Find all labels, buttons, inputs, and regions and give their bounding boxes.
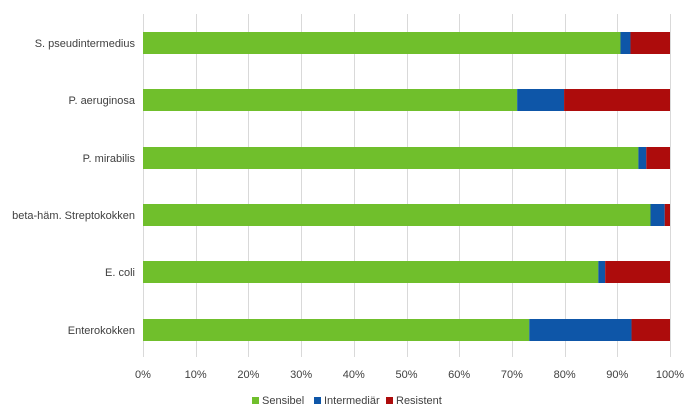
bar-segment-sensibel	[143, 204, 651, 226]
category-label: beta-häm. Streptokokken	[12, 210, 135, 222]
gridlines	[143, 14, 671, 357]
category-label: P. mirabilis	[83, 153, 136, 165]
bar-segment-resistent	[631, 319, 670, 341]
legend: Sensibel Intermediär Resistent	[252, 395, 442, 407]
x-axis-tick-labels: 0% 10% 20% 30% 40% 50% 60% 70% 80% 90% 100%	[135, 369, 684, 381]
x-tick-label: 100%	[656, 369, 684, 381]
legend-item-resistent: Resistent	[386, 395, 442, 407]
legend-swatch	[386, 397, 393, 404]
bar-segment-intermedi-r	[517, 89, 565, 111]
bar-segment-intermedi-r	[598, 261, 606, 283]
legend-item-sensibel: Sensibel	[252, 395, 304, 407]
x-tick-label: 70%	[501, 369, 523, 381]
bar-segment-intermedi-r	[620, 32, 631, 54]
legend-item-intermedi-r: Intermediär	[314, 395, 380, 407]
category-label: S. pseudintermedius	[35, 38, 136, 50]
bar-segment-intermedi-r	[650, 204, 665, 226]
bar-segment-intermedi-r	[638, 147, 647, 169]
bar-segment-resistent	[646, 147, 670, 169]
legend-swatch	[252, 397, 259, 404]
bar-segment-resistent	[605, 261, 670, 283]
x-tick-label: 10%	[185, 369, 207, 381]
bar-segment-resistent	[630, 32, 670, 54]
x-tick-label: 0%	[135, 369, 151, 381]
bars	[143, 32, 670, 341]
legend-swatch	[314, 397, 321, 404]
legend-label: Sensibel	[262, 395, 304, 407]
bar-segment-resistent	[664, 204, 670, 226]
category-label: P. aeruginosa	[69, 95, 136, 107]
bar-segment-sensibel	[143, 319, 530, 341]
x-tick-label: 90%	[606, 369, 628, 381]
bar-segment-intermedi-r	[529, 319, 632, 341]
category-label: Enterokokken	[68, 325, 135, 337]
bar-segment-sensibel	[143, 89, 518, 111]
category-labels: S. pseudintermedius P. aeruginosa P. mirab…	[12, 38, 136, 337]
x-tick-label: 40%	[343, 369, 365, 381]
legend-label: Intermediär	[324, 395, 380, 407]
bar-segment-resistent	[564, 89, 670, 111]
x-tick-label: 60%	[448, 369, 470, 381]
x-tick-label: 20%	[237, 369, 259, 381]
category-label: E. coli	[105, 267, 135, 279]
bar-segment-sensibel	[143, 32, 621, 54]
legend-label: Resistent	[396, 395, 442, 407]
bar-segment-sensibel	[143, 261, 599, 283]
x-tick-label: 80%	[554, 369, 576, 381]
bar-segment-sensibel	[143, 147, 639, 169]
x-tick-label: 50%	[395, 369, 417, 381]
x-tick-label: 30%	[290, 369, 312, 381]
